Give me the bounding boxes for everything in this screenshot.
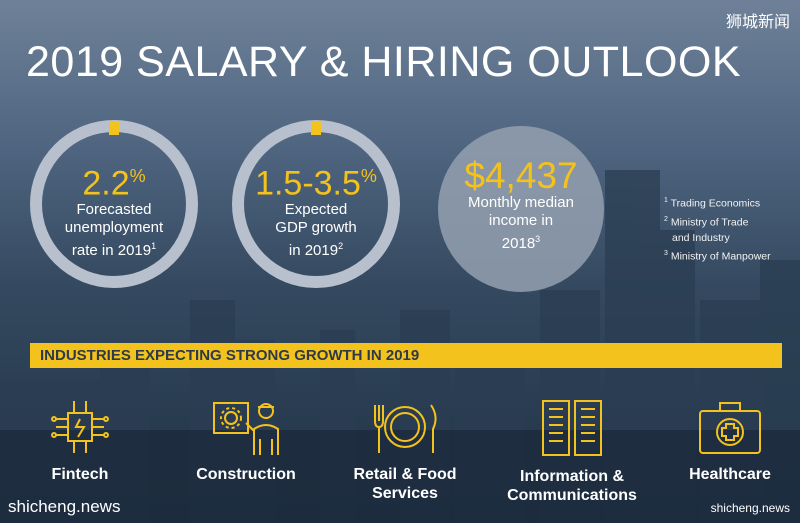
- page-title: 2019 SALARY & HIRING OUTLOOK: [26, 38, 742, 86]
- industries-banner: INDUSTRIES EXPECTING STRONG GROWTH IN 20…: [30, 343, 782, 368]
- footnotes: 1 Trading Economics 2 Ministry of Trade …: [664, 193, 771, 265]
- banner-text: INDUSTRIES EXPECTING STRONG GROWTH IN 20…: [40, 347, 420, 364]
- income-circle: [438, 126, 604, 292]
- stat-value: $4,437: [464, 155, 578, 196]
- industry-construction: Construction: [186, 397, 306, 484]
- footnote-item: 2 Ministry of Trade: [664, 215, 749, 229]
- watermark-top-right: 狮城新闻: [725, 12, 790, 31]
- unemployment-stat: 2.2% Forecasted unemployment rate in 201…: [30, 158, 198, 260]
- industry-healthcare: Healthcare: [675, 397, 785, 484]
- ring-progress-mark: [311, 122, 321, 135]
- industry-label: Healthcare: [689, 466, 771, 483]
- industry-fintech: Fintech: [30, 397, 130, 484]
- stat-label: Monthly median income in 20183: [468, 194, 574, 252]
- plate-cutlery-icon: [374, 404, 437, 453]
- ring-progress-mark: [109, 122, 119, 135]
- watermark-bottom-left: shicheng.news: [8, 497, 121, 516]
- stat-value: 2.2%: [82, 164, 146, 203]
- stat-value: 1.5-3.5%: [255, 164, 377, 203]
- industry-label: Information & Communications: [507, 468, 637, 504]
- footnote-item: 1 Trading Economics: [664, 197, 761, 210]
- watermark-bottom-right: shicheng.news: [710, 501, 790, 515]
- stat-label: Expected GDP growth in 20192: [275, 201, 357, 260]
- industry-label: Fintech: [51, 466, 109, 483]
- industry-label: Retail & Food Services: [353, 466, 457, 502]
- stat-label: Forecasted unemployment rate in 20191: [64, 201, 164, 260]
- footnote-item: and Industry: [672, 232, 730, 244]
- industry-label: Construction: [196, 466, 296, 483]
- circuit-chip-icon: [51, 401, 109, 453]
- medical-kit-icon: [699, 402, 761, 454]
- income-stat: $4,437 Monthly median income in 20183: [438, 155, 604, 253]
- gdp-stat: 1.5-3.5% Expected GDP growth in 20192: [232, 158, 400, 260]
- construction-worker-icon: [213, 402, 279, 455]
- industry-retail-food: Retail & Food Services: [340, 397, 470, 503]
- industry-info-comms: Information & Communications: [497, 397, 647, 505]
- footnote-item: 3 Ministry of Manpower: [664, 250, 771, 263]
- server-racks-icon: [542, 400, 602, 456]
